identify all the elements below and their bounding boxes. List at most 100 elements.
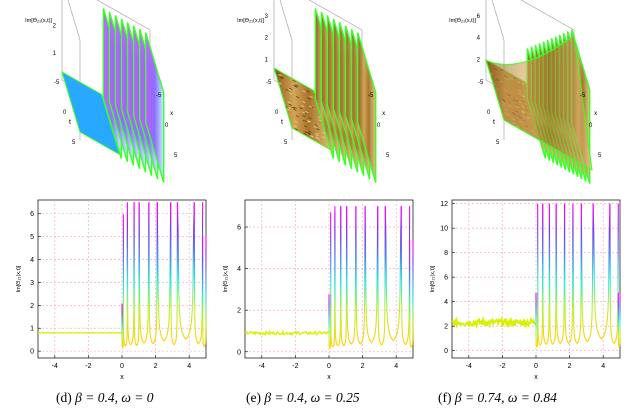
x-tick-label: -2 — [292, 363, 298, 370]
periodic-arc — [364, 206, 379, 344]
periodic-arc — [572, 203, 582, 345]
z-tick-label: 2 — [53, 23, 57, 29]
surface-texture — [308, 105, 313, 108]
surface-texture — [301, 105, 305, 108]
x-tick-label: 0 — [377, 123, 381, 129]
y-tick-label: 0 — [237, 349, 241, 356]
x-tick-label: -4 — [259, 363, 265, 370]
caption-f: (f) β = 0.74, ω = 0.84 — [438, 390, 557, 406]
x-tick-label: 5 — [598, 153, 602, 159]
x-tick-label: 2 — [361, 363, 365, 370]
surface-texture — [315, 124, 319, 127]
x-tick-label: 0 — [589, 123, 593, 129]
surface-texture — [294, 128, 299, 131]
x-axis-label: x — [327, 374, 331, 381]
t-tick-label: 0 — [275, 110, 279, 116]
x-axis-label: x — [120, 374, 124, 381]
surface-texture — [303, 125, 308, 128]
periodic-arc — [133, 202, 140, 347]
surface-texture — [313, 125, 317, 129]
x-tick-label: -5 — [156, 93, 162, 99]
box-edge — [279, 0, 293, 41]
caption-e: (e) β = 0.4, ω = 0.25 — [246, 390, 360, 406]
periodic-arc — [377, 206, 386, 346]
surface-texture — [310, 134, 314, 137]
x-tick-label: -2 — [499, 363, 505, 370]
surface-texture — [302, 90, 306, 93]
surface-texture — [295, 84, 299, 87]
x-axis-label: x — [534, 374, 538, 381]
box-edge — [308, 0, 363, 31]
x-tick-label: 2 — [154, 363, 158, 370]
y-tick-label: 12 — [440, 201, 448, 208]
z-axis-label: Im[Θ₂₁(x,t)] — [449, 18, 476, 24]
surface-texture — [316, 123, 320, 127]
flat-series — [451, 315, 537, 330]
surface-texture — [310, 135, 314, 138]
surface-texture — [286, 108, 291, 111]
z-tick-label: 6 — [477, 14, 481, 20]
periodic-arc — [148, 202, 158, 345]
x-tick-label: -4 — [52, 363, 58, 370]
z-axis-label: Im[Θ₂₁(x,t)] — [237, 18, 264, 24]
box-edge — [67, 0, 81, 41]
periodic-arc — [330, 212, 336, 348]
surface-texture — [302, 101, 306, 104]
y-tick-label: 5 — [30, 234, 34, 241]
periodic-arc — [202, 236, 207, 348]
surface-texture — [295, 96, 300, 99]
y-axis-label: Im[Θ₂₁(x,t)] — [16, 265, 22, 292]
surface-texture — [294, 85, 298, 88]
chart-d: -4 -2 0 2 4 0 1 2 3 4 5 6 x Im[Θ₂₁(x,t)] — [16, 199, 207, 381]
x-tick-label: 5 — [174, 153, 178, 159]
x-axis-label: x — [170, 111, 173, 117]
caption-f-letter: (f) — [438, 390, 452, 405]
surface-texture — [295, 115, 299, 118]
z-tick-label: 3 — [265, 14, 269, 20]
periodic-arc — [555, 203, 566, 345]
surface-texture — [294, 120, 298, 124]
t-tick-label: 0 — [487, 110, 491, 116]
surface-texture — [318, 119, 322, 122]
surface-texture — [288, 87, 293, 90]
surface-texture — [305, 111, 309, 114]
chart-e: -4 -2 0 2 4 0 2 4 6 x Im[Θ₂₁(x,t)] — [223, 199, 414, 381]
box-edge — [491, 0, 505, 41]
surface-texture — [279, 76, 283, 79]
z-tick-label: 2 — [477, 57, 481, 63]
x-tick-label: 5 — [386, 153, 390, 159]
surface-texture — [293, 106, 297, 109]
surface-texture — [278, 82, 282, 85]
y-tick-label: 2 — [444, 324, 448, 331]
periodic-arc — [592, 203, 611, 340]
periodic-arc — [542, 203, 550, 346]
surface-texture — [301, 111, 306, 114]
y-tick-label: 4 — [30, 257, 34, 264]
caption-d-letter: (d) — [56, 390, 72, 405]
x-tick-label: 0 — [120, 363, 124, 370]
x-tick-label: -2 — [85, 363, 91, 370]
x-tick-label: 0 — [534, 363, 538, 370]
periodic-arc — [156, 202, 172, 342]
periodic-arc — [409, 239, 414, 348]
surface-texture — [307, 120, 311, 123]
periodic-arc — [400, 206, 411, 346]
y-tick-label: 3 — [30, 280, 34, 287]
surface-texture — [293, 108, 297, 112]
surface-texture — [307, 132, 312, 135]
surface-texture — [289, 92, 293, 95]
t-tick-label: 5 — [72, 140, 76, 146]
surface-texture — [287, 101, 291, 104]
periodic-arc — [548, 203, 557, 346]
x-tick-label: -4 — [466, 363, 472, 370]
y-tick-label: 6 — [30, 211, 34, 218]
surface-texture — [304, 131, 309, 134]
surface-texture — [287, 106, 291, 109]
periodic-arc — [617, 292, 621, 348]
y-tick-label: 0 — [444, 348, 448, 355]
y-tick-label: 4 — [237, 266, 241, 273]
periodic-arc — [340, 206, 348, 347]
surface-flat-region — [61, 70, 121, 156]
